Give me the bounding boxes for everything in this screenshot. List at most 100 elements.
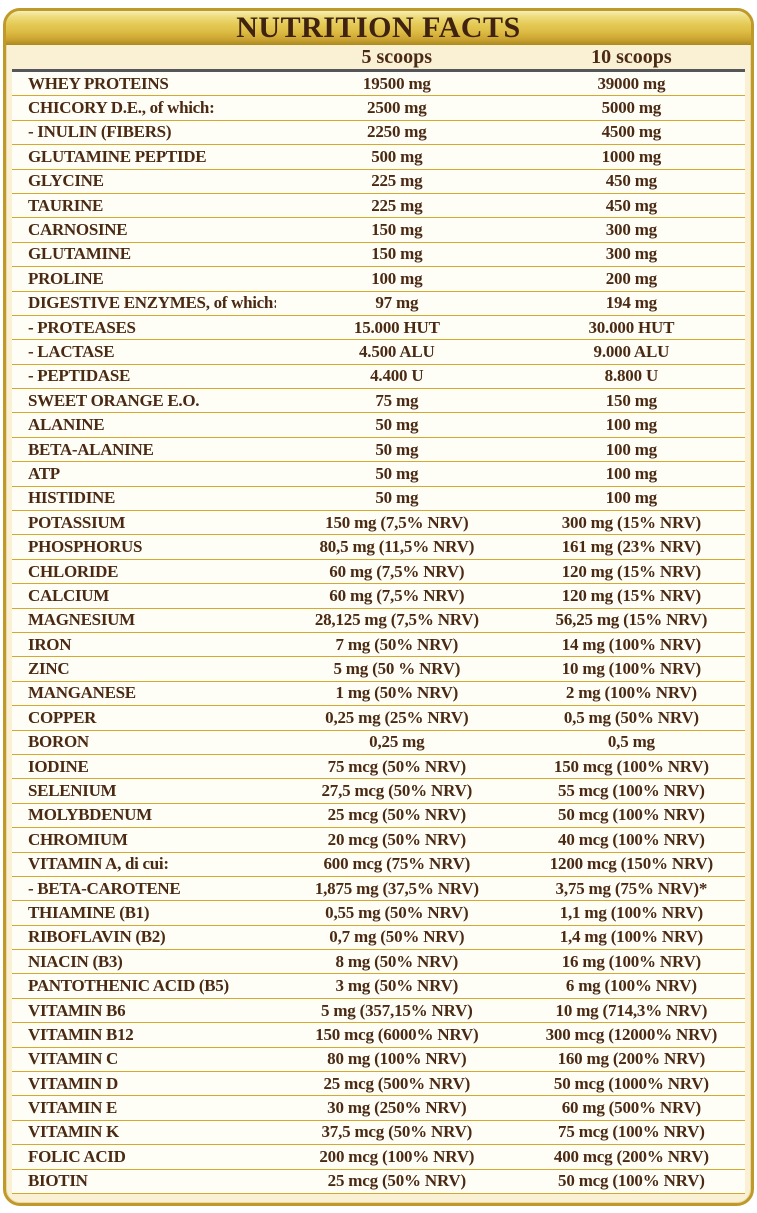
nutrient-name: MOLYBDENUM <box>28 805 152 825</box>
table-row: BORON 0,25 mg 0,5 mg <box>12 730 745 755</box>
amount-5-scoops: 75 mcg (50% NRV) <box>327 756 467 776</box>
nutrient-name: PANTOTHENIC ACID (B5) <box>28 976 229 996</box>
nutrition-facts-panel: NUTRITION FACTS 5 scoops 10 scoops WHEY … <box>3 8 754 1206</box>
amount-10-scoops: 1,4 mg (100% NRV) <box>559 927 704 947</box>
nutrient-name: MAGNESIUM <box>28 610 135 630</box>
amount-5-scoops: 3 mg (50% NRV) <box>335 976 459 996</box>
amount-5-scoops: 1 mg (50% NRV) <box>335 683 459 703</box>
amount-5-scoops: 225 mg <box>371 171 423 191</box>
amount-5-scoops: 100 mg <box>371 268 423 288</box>
amount-10-scoops: 60 mg (500% NRV) <box>561 1098 701 1118</box>
amount-10-scoops: 1000 mg <box>601 146 662 166</box>
amount-10-scoops: 55 mcg (100% NRV) <box>558 781 705 801</box>
amount-5-scoops: 150 mg <box>371 244 423 264</box>
table-row: CALCIUM 60 mg (7,5% NRV) 120 mg (15% NRV) <box>12 584 745 609</box>
table-row: BETA-ALANINE 50 mg 100 mg <box>12 437 745 463</box>
nutrient-name: GLUTAMINE PEPTIDE <box>28 146 207 166</box>
nutrient-name: VITAMIN K <box>28 1122 119 1142</box>
amount-5-scoops: 50 mg <box>375 488 419 508</box>
column-header-10-scoops: 10 scoops <box>591 46 672 68</box>
amount-5-scoops: 7 mg (50% NRV) <box>335 634 459 654</box>
nutrient-name: ALANINE <box>28 415 105 435</box>
nutrient-name: TAURINE <box>28 195 104 215</box>
nutrient-name: ZINC <box>28 659 70 679</box>
nutrient-name: HISTIDINE <box>28 488 116 508</box>
amount-5-scoops: 1,875 mg (37,5% NRV) <box>314 878 479 898</box>
table-row: NIACIN (B3) 8 mg (50% NRV) 16 mg (100% NRV… <box>12 950 745 975</box>
nutrient-name: DIGESTIVE ENZYMES, of which: <box>28 293 276 313</box>
nutrient-name: VITAMIN C <box>28 1049 119 1069</box>
table-row: CHLORIDE 60 mg (7,5% NRV) 120 mg (15% NRV) <box>12 559 745 585</box>
table-row: POTASSIUM 150 mg (7,5% NRV) 300 mg (15% NR… <box>12 511 745 536</box>
nutrient-name: VITAMIN E <box>28 1098 118 1118</box>
amount-5-scoops: 50 mg <box>375 415 419 435</box>
table-row: COPPER 0,25 mg (25% NRV) 0,5 mg (50% NRV) <box>12 706 745 731</box>
amount-10-scoops: 450 mg <box>605 195 657 215</box>
amount-10-scoops: 3,75 mg (75% NRV)* <box>555 878 708 898</box>
nutrient-name: CARNOSINE <box>28 220 128 240</box>
table-row: ZINC 5 mg (50 % NRV) 10 mg (100% NRV) <box>12 657 745 682</box>
table-row: IODINE 75 mcg (50% NRV) 150 mcg (100% NRV) <box>12 754 745 780</box>
amount-5-scoops: 25 mcg (50% NRV) <box>327 805 467 825</box>
table-row: MOLYBDENUM 25 mcg (50% NRV) 50 mcg (100% N… <box>12 803 745 829</box>
table-row: DIGESTIVE ENZYMES, of which: 97 mg 194 mg <box>12 291 745 316</box>
amount-10-scoops: 300 mg <box>605 244 657 264</box>
amount-10-scoops: 150 mg <box>605 390 657 410</box>
amount-5-scoops: 0,25 mg (25% NRV) <box>325 707 469 727</box>
nutrient-name: ATP <box>28 463 60 483</box>
nutrient-name: - LACTASE <box>28 341 115 361</box>
nutrient-name: - INULIN (FIBERS) <box>28 122 172 142</box>
amount-5-scoops: 80 mg (100% NRV) <box>327 1049 467 1069</box>
amount-5-scoops: 75 mg <box>375 390 419 410</box>
amount-5-scoops: 150 mg <box>371 220 423 240</box>
nutrient-name: CHROMIUM <box>28 829 128 849</box>
table-row: VITAMIN D 25 mcg (500% NRV) 50 mcg (1000% … <box>12 1072 745 1097</box>
table-row: PHOSPHORUS 80,5 mg (11,5% NRV) 161 mg (23%… <box>12 535 745 560</box>
table-row: RIBOFLAVIN (B2) 0,7 mg (50% NRV) 1,4 mg (1… <box>12 925 745 951</box>
table-row: - PEPTIDASE 4.400 U 8.800 U <box>12 364 745 390</box>
table-row: TAURINE 225 mg 450 mg <box>12 193 745 219</box>
amount-10-scoops: 56,25 mg (15% NRV) <box>555 610 708 630</box>
amount-10-scoops: 10 mg (714,3% NRV) <box>555 1000 708 1020</box>
amount-5-scoops: 225 mg <box>371 195 423 215</box>
amount-5-scoops: 37,5 mcg (50% NRV) <box>321 1122 473 1142</box>
amount-10-scoops: 0,5 mg (50% NRV) <box>563 707 699 727</box>
amount-5-scoops: 2500 mg <box>367 98 427 118</box>
amount-10-scoops: 300 mg <box>605 220 657 240</box>
nutrient-table: WHEY PROTEINS 19500 mg 39000 mg CHICORY D.E… <box>6 72 751 1203</box>
nutrient-name: VITAMIN D <box>28 1073 119 1093</box>
amount-5-scoops: 500 mg <box>371 146 423 166</box>
amount-10-scoops: 39000 mg <box>597 73 666 93</box>
nutrient-name: VITAMIN B6 <box>28 1000 126 1020</box>
amount-10-scoops: 194 mg <box>605 293 657 313</box>
table-row: VITAMIN B6 5 mg (357,15% NRV) 10 mg (714,3… <box>12 998 745 1024</box>
amount-10-scoops: 150 mcg (100% NRV) <box>553 756 709 776</box>
amount-5-scoops: 5 mg (357,15% NRV) <box>321 1000 473 1020</box>
amount-10-scoops: 200 mg <box>605 268 657 288</box>
table-row: HISTIDINE 50 mg 100 mg <box>12 486 745 512</box>
amount-5-scoops: 0,25 mg <box>369 732 425 752</box>
amount-10-scoops: 100 mg <box>605 488 657 508</box>
table-row: SWEET ORANGE E.O. 75 mg 150 mg <box>12 389 745 414</box>
amount-10-scoops: 400 mcg (200% NRV) <box>553 1146 709 1166</box>
table-row: MAGNESIUM 28,125 mg (7,5% NRV) 56,25 mg (1… <box>12 608 745 633</box>
table-row: SELENIUM 27,5 mcg (50% NRV) 55 mcg (100% N… <box>12 779 745 804</box>
nutrient-name: PHOSPHORUS <box>28 537 143 557</box>
amount-10-scoops: 8.800 U <box>604 366 659 386</box>
nutrient-name: BIOTIN <box>28 1171 88 1191</box>
amount-10-scoops: 9.000 ALU <box>593 341 670 361</box>
table-row: VITAMIN K 37,5 mcg (50% NRV) 75 mcg (100% … <box>12 1120 745 1146</box>
amount-5-scoops: 600 mcg (75% NRV) <box>323 854 471 874</box>
table-row: - INULIN (FIBERS) 2250 mg 4500 mg <box>12 120 745 146</box>
amount-10-scoops: 50 mcg (1000% NRV) <box>553 1073 709 1093</box>
amount-5-scoops: 2250 mg <box>367 122 427 142</box>
nutrient-name: PROLINE <box>28 268 104 288</box>
nutrient-name: BETA-ALANINE <box>28 439 154 459</box>
table-row: PROLINE 100 mg 200 mg <box>12 267 745 292</box>
table-row: - BETA-CAROTENE 1,875 mg (37,5% NRV) 3,75 … <box>12 876 745 902</box>
table-row: VITAMIN E 30 mg (250% NRV) 60 mg (500% NRV… <box>12 1096 745 1121</box>
amount-5-scoops: 150 mg (7,5% NRV) <box>325 512 469 532</box>
amount-5-scoops: 27,5 mcg (50% NRV) <box>321 781 473 801</box>
table-row: VITAMIN C 80 mg (100% NRV) 160 mg (200% NR… <box>12 1047 745 1073</box>
amount-10-scoops: 120 mg (15% NRV) <box>561 585 701 605</box>
